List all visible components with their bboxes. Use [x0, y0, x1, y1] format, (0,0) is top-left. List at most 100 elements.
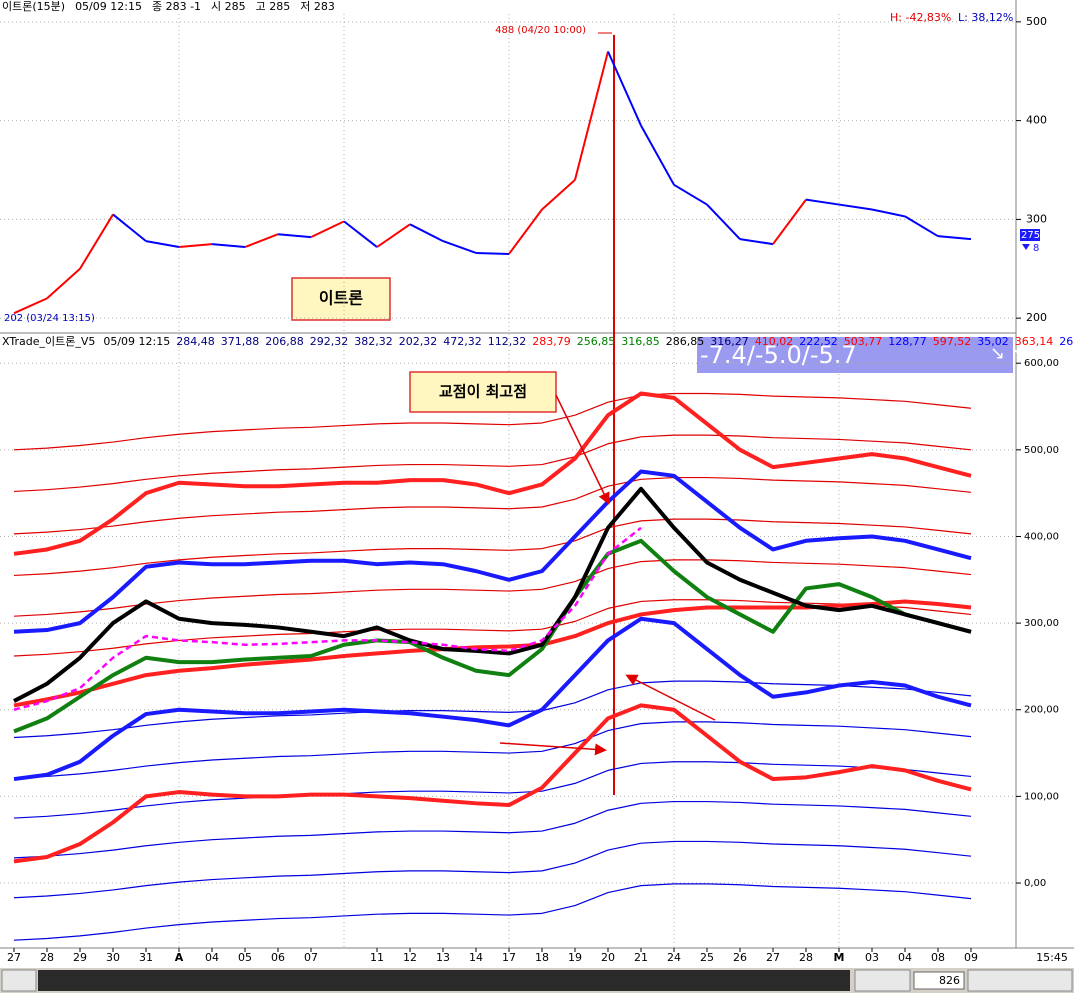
x-tick-label: 20: [601, 951, 615, 964]
annotation-arrow: [625, 674, 716, 721]
last-price-box: [1020, 229, 1040, 241]
x-tick-label: 31: [139, 951, 153, 964]
x-tick-label: 28: [40, 951, 54, 964]
x-tick-label: M: [834, 951, 845, 964]
x-tick-label: 12: [403, 951, 417, 964]
annotation-box: [409, 371, 557, 413]
callout-box: [291, 277, 391, 321]
last-change: 8: [1033, 243, 1039, 254]
indicator-value: 292,32: [310, 335, 349, 348]
indicator-value: 410,02: [755, 335, 794, 348]
band-line: [13, 721, 972, 779]
header-part: 시 285: [211, 0, 246, 13]
high-label: 488 (04/20 10:00): [495, 25, 586, 36]
x-tick-label: 18: [535, 951, 549, 964]
price-segment: [244, 233, 279, 248]
indicator-value: 206,88: [265, 335, 304, 348]
low-label: 202 (03/24 13:15): [4, 313, 95, 324]
y-tick-label: 400: [1026, 114, 1047, 127]
band-line: [13, 761, 972, 819]
y-tick-label: 500: [1026, 15, 1047, 28]
price-segment: [178, 243, 213, 249]
indicator-value: 35,02: [977, 335, 1009, 348]
price-segment: [805, 198, 840, 206]
x-tick-label: 17: [502, 951, 516, 964]
price-segment: [508, 208, 543, 255]
x-tick-label: 26: [733, 951, 747, 964]
price-segment: [13, 297, 48, 315]
y-tick-label: 300: [1026, 212, 1047, 225]
price-segment: [904, 215, 939, 238]
time-label: 15:45: [1036, 951, 1068, 964]
price-segment: [442, 240, 477, 254]
price-segment: [607, 51, 642, 126]
scroll-buttons[interactable]: [854, 969, 911, 992]
y-tick-label: 100,00: [1024, 791, 1059, 802]
price-segment: [640, 125, 675, 186]
x-tick-label: 07: [304, 951, 318, 964]
y-tick-label: 300,00: [1024, 618, 1059, 629]
band-line: [13, 392, 972, 451]
x-tick-label: A: [175, 951, 184, 964]
price-segment: [79, 213, 114, 270]
price-segment: [739, 238, 774, 246]
price-segment: [574, 51, 609, 181]
price-segment: [310, 220, 345, 239]
x-tick-label: 30: [106, 951, 120, 964]
x-tick-label: 13: [436, 951, 450, 964]
y-tick-label: 600,00: [1024, 358, 1059, 369]
indicator-line: [13, 526, 642, 711]
band-line: [13, 840, 972, 899]
indicator-line: [13, 486, 972, 703]
scroll-overview[interactable]: [38, 970, 850, 991]
indicator-value: 222,52: [799, 335, 838, 348]
x-tick-label: 21: [634, 951, 648, 964]
callout-text: 이트론: [319, 289, 363, 308]
indicator-value: 202,32: [399, 335, 438, 348]
overlay-arrows: ↘ ↘: [990, 343, 1026, 364]
band-line: [13, 518, 972, 577]
x-tick-label: 04: [898, 951, 912, 964]
indicator-value: 363,14: [1015, 335, 1054, 348]
price-header: 이트론(15분) 05/09 12:15 종 283 -1 시 285 고 285 저 2…: [2, 0, 335, 13]
price-segment: [376, 223, 411, 248]
price-segment: [838, 203, 873, 211]
x-tick-label: 11: [370, 951, 384, 964]
price-segment: [343, 220, 378, 248]
indicator-value: 472,32: [443, 335, 482, 348]
overlay-text: -7.4/-5.0/-5.7: [700, 341, 857, 369]
zoom-buttons[interactable]: [967, 969, 1073, 992]
price-segment: [277, 233, 312, 239]
indicator-value: 128,77: [888, 335, 927, 348]
header-part: 저 283: [300, 0, 335, 13]
indicator-value: 382,32: [354, 335, 393, 348]
indicator-line: [13, 703, 972, 864]
price-segment: [409, 223, 444, 243]
high-pct: H: -42,83%: [890, 11, 951, 24]
bar-count-box: [913, 971, 965, 990]
price-segment: [772, 199, 807, 245]
price-segment: [46, 268, 81, 300]
indicator-line: [13, 616, 972, 782]
indicator-value: 283,79: [532, 335, 571, 348]
indicator-value: 256,85: [577, 335, 616, 348]
price-segment: [145, 240, 180, 249]
indicator-name: XTrade_이트론_V5: [2, 335, 95, 348]
scroll-left[interactable]: [1, 969, 37, 992]
band-line: [13, 883, 972, 941]
x-tick-label: 25: [700, 951, 714, 964]
indicator-value: 112,32: [488, 335, 527, 348]
overlay-box: [697, 337, 1013, 373]
band-line: [13, 800, 972, 859]
x-tick-label: 28: [799, 951, 813, 964]
annotation-arrow: [499, 742, 607, 756]
y-tick-label: 200: [1026, 311, 1047, 324]
price-segment: [937, 235, 972, 241]
header-part: 이트론(15분): [2, 0, 65, 13]
header-part: 종 283 -1: [152, 0, 201, 13]
indicator-value: 503,77: [844, 335, 883, 348]
x-tick-label: 27: [766, 951, 780, 964]
indicator-line: [13, 469, 972, 634]
bar-count: 826: [939, 974, 960, 987]
